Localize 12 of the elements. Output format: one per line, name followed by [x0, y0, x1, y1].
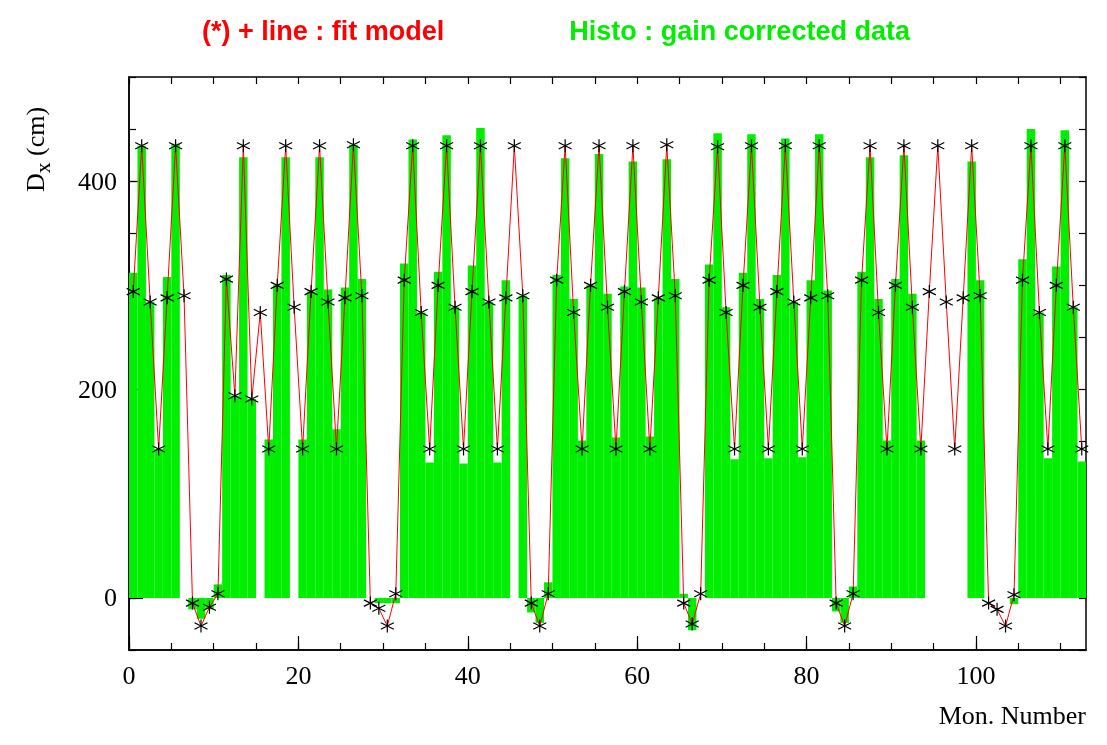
text: Histo : gain corrected data: [569, 15, 911, 46]
x-tick-label: 20: [285, 660, 312, 690]
text: (*) + line : fit model: [202, 15, 445, 46]
x-tick-label: 0: [122, 660, 136, 690]
x-axis-title: Mon. Number: [938, 700, 1087, 730]
y-tick-label: 0: [104, 583, 117, 613]
x-tick-label: 100: [956, 660, 996, 690]
x-tick-label: 60: [624, 660, 651, 690]
y-tick-label: 400: [78, 166, 117, 196]
y-tick-label: 200: [78, 375, 117, 405]
x-tick-label: 80: [793, 660, 820, 690]
x-tick-label: 40: [454, 660, 481, 690]
